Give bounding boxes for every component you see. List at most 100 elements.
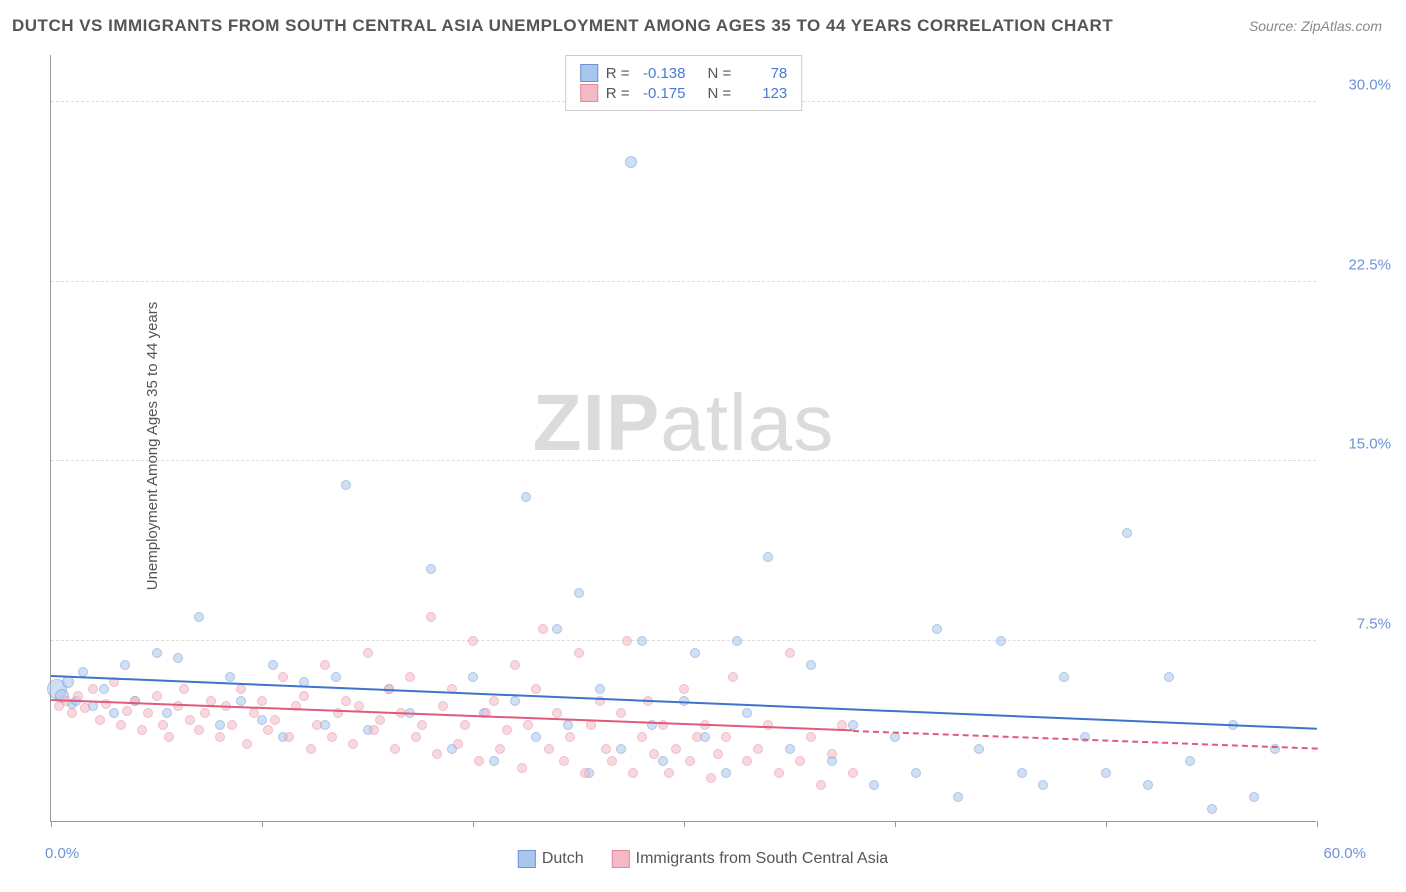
data-point xyxy=(194,612,204,622)
data-point xyxy=(1017,768,1027,778)
data-point xyxy=(363,648,373,658)
gridline xyxy=(51,460,1316,461)
watermark: ZIPatlas xyxy=(533,377,834,469)
stats-legend-row: R =-0.175N =123 xyxy=(580,84,788,102)
data-point xyxy=(559,756,569,766)
legend-swatch xyxy=(612,850,630,868)
data-point xyxy=(510,660,520,670)
data-point xyxy=(625,156,637,168)
data-point xyxy=(1164,672,1174,682)
y-tick-label: 30.0% xyxy=(1348,76,1391,93)
data-point xyxy=(679,684,689,694)
data-point xyxy=(1249,792,1259,802)
data-point xyxy=(574,588,584,598)
data-point xyxy=(531,732,541,742)
data-point xyxy=(658,756,668,766)
x-tick xyxy=(51,821,52,827)
stats-legend-row: R =-0.138N =78 xyxy=(580,64,788,82)
data-point xyxy=(692,732,702,742)
data-point xyxy=(137,725,147,735)
data-point xyxy=(173,653,183,663)
data-point xyxy=(438,701,448,711)
data-point xyxy=(1185,756,1195,766)
data-point xyxy=(523,720,533,730)
data-point xyxy=(1059,672,1069,682)
data-point xyxy=(426,564,436,574)
data-point xyxy=(742,708,752,718)
data-point xyxy=(713,749,723,759)
data-point xyxy=(565,732,575,742)
data-point xyxy=(721,768,731,778)
data-point xyxy=(179,684,189,694)
data-point xyxy=(517,763,527,773)
series-label: Immigrants from South Central Asia xyxy=(636,850,889,867)
data-point xyxy=(795,756,805,766)
n-value: 123 xyxy=(739,85,787,102)
data-point xyxy=(827,749,837,759)
data-point xyxy=(99,684,109,694)
chart-title: DUTCH VS IMMIGRANTS FROM SOUTH CENTRAL A… xyxy=(12,16,1113,36)
data-point xyxy=(616,708,626,718)
data-point xyxy=(185,715,195,725)
data-point xyxy=(348,739,358,749)
gridline xyxy=(51,640,1316,641)
data-point xyxy=(417,720,427,730)
data-point xyxy=(753,744,763,754)
y-tick-label: 7.5% xyxy=(1357,616,1391,633)
x-axis-max-label: 60.0% xyxy=(1323,845,1366,862)
data-point xyxy=(1038,780,1048,790)
data-point xyxy=(637,732,647,742)
x-tick xyxy=(895,821,896,827)
data-point xyxy=(242,739,252,749)
data-point xyxy=(706,773,716,783)
data-point xyxy=(664,768,674,778)
data-point xyxy=(806,732,816,742)
legend-swatch xyxy=(580,84,598,102)
x-tick xyxy=(684,821,685,827)
data-point xyxy=(152,691,162,701)
data-point xyxy=(544,744,554,754)
data-point xyxy=(453,739,463,749)
data-point xyxy=(143,708,153,718)
data-point xyxy=(552,708,562,718)
data-point xyxy=(200,708,210,718)
data-point xyxy=(911,768,921,778)
data-point xyxy=(375,715,385,725)
r-value: -0.138 xyxy=(638,65,686,82)
data-point xyxy=(671,744,681,754)
data-point xyxy=(489,756,499,766)
source-attribution: Source: ZipAtlas.com xyxy=(1249,18,1382,34)
data-point xyxy=(109,708,119,718)
data-point xyxy=(257,696,267,706)
x-axis-min-label: 0.0% xyxy=(45,845,79,862)
data-point xyxy=(953,792,963,802)
r-label: R = xyxy=(606,65,630,82)
series-legend-item: Dutch xyxy=(518,850,584,868)
data-point xyxy=(278,672,288,682)
data-point xyxy=(552,624,562,634)
data-point xyxy=(390,744,400,754)
data-point xyxy=(848,768,858,778)
data-point xyxy=(495,744,505,754)
data-point xyxy=(742,756,752,766)
y-tick-label: 22.5% xyxy=(1348,256,1391,273)
data-point xyxy=(320,660,330,670)
data-point xyxy=(580,768,590,778)
data-point xyxy=(227,720,237,730)
data-point xyxy=(468,672,478,682)
data-point xyxy=(531,684,541,694)
data-point xyxy=(270,715,280,725)
n-label: N = xyxy=(708,65,732,82)
data-point xyxy=(601,744,611,754)
data-point xyxy=(628,768,638,778)
data-point xyxy=(721,732,731,742)
data-point xyxy=(489,696,499,706)
data-point xyxy=(194,725,204,735)
data-point xyxy=(88,684,98,694)
data-point xyxy=(974,744,984,754)
r-value: -0.175 xyxy=(638,85,686,102)
data-point xyxy=(122,706,132,716)
data-point xyxy=(869,780,879,790)
data-point xyxy=(728,672,738,682)
x-tick xyxy=(262,821,263,827)
